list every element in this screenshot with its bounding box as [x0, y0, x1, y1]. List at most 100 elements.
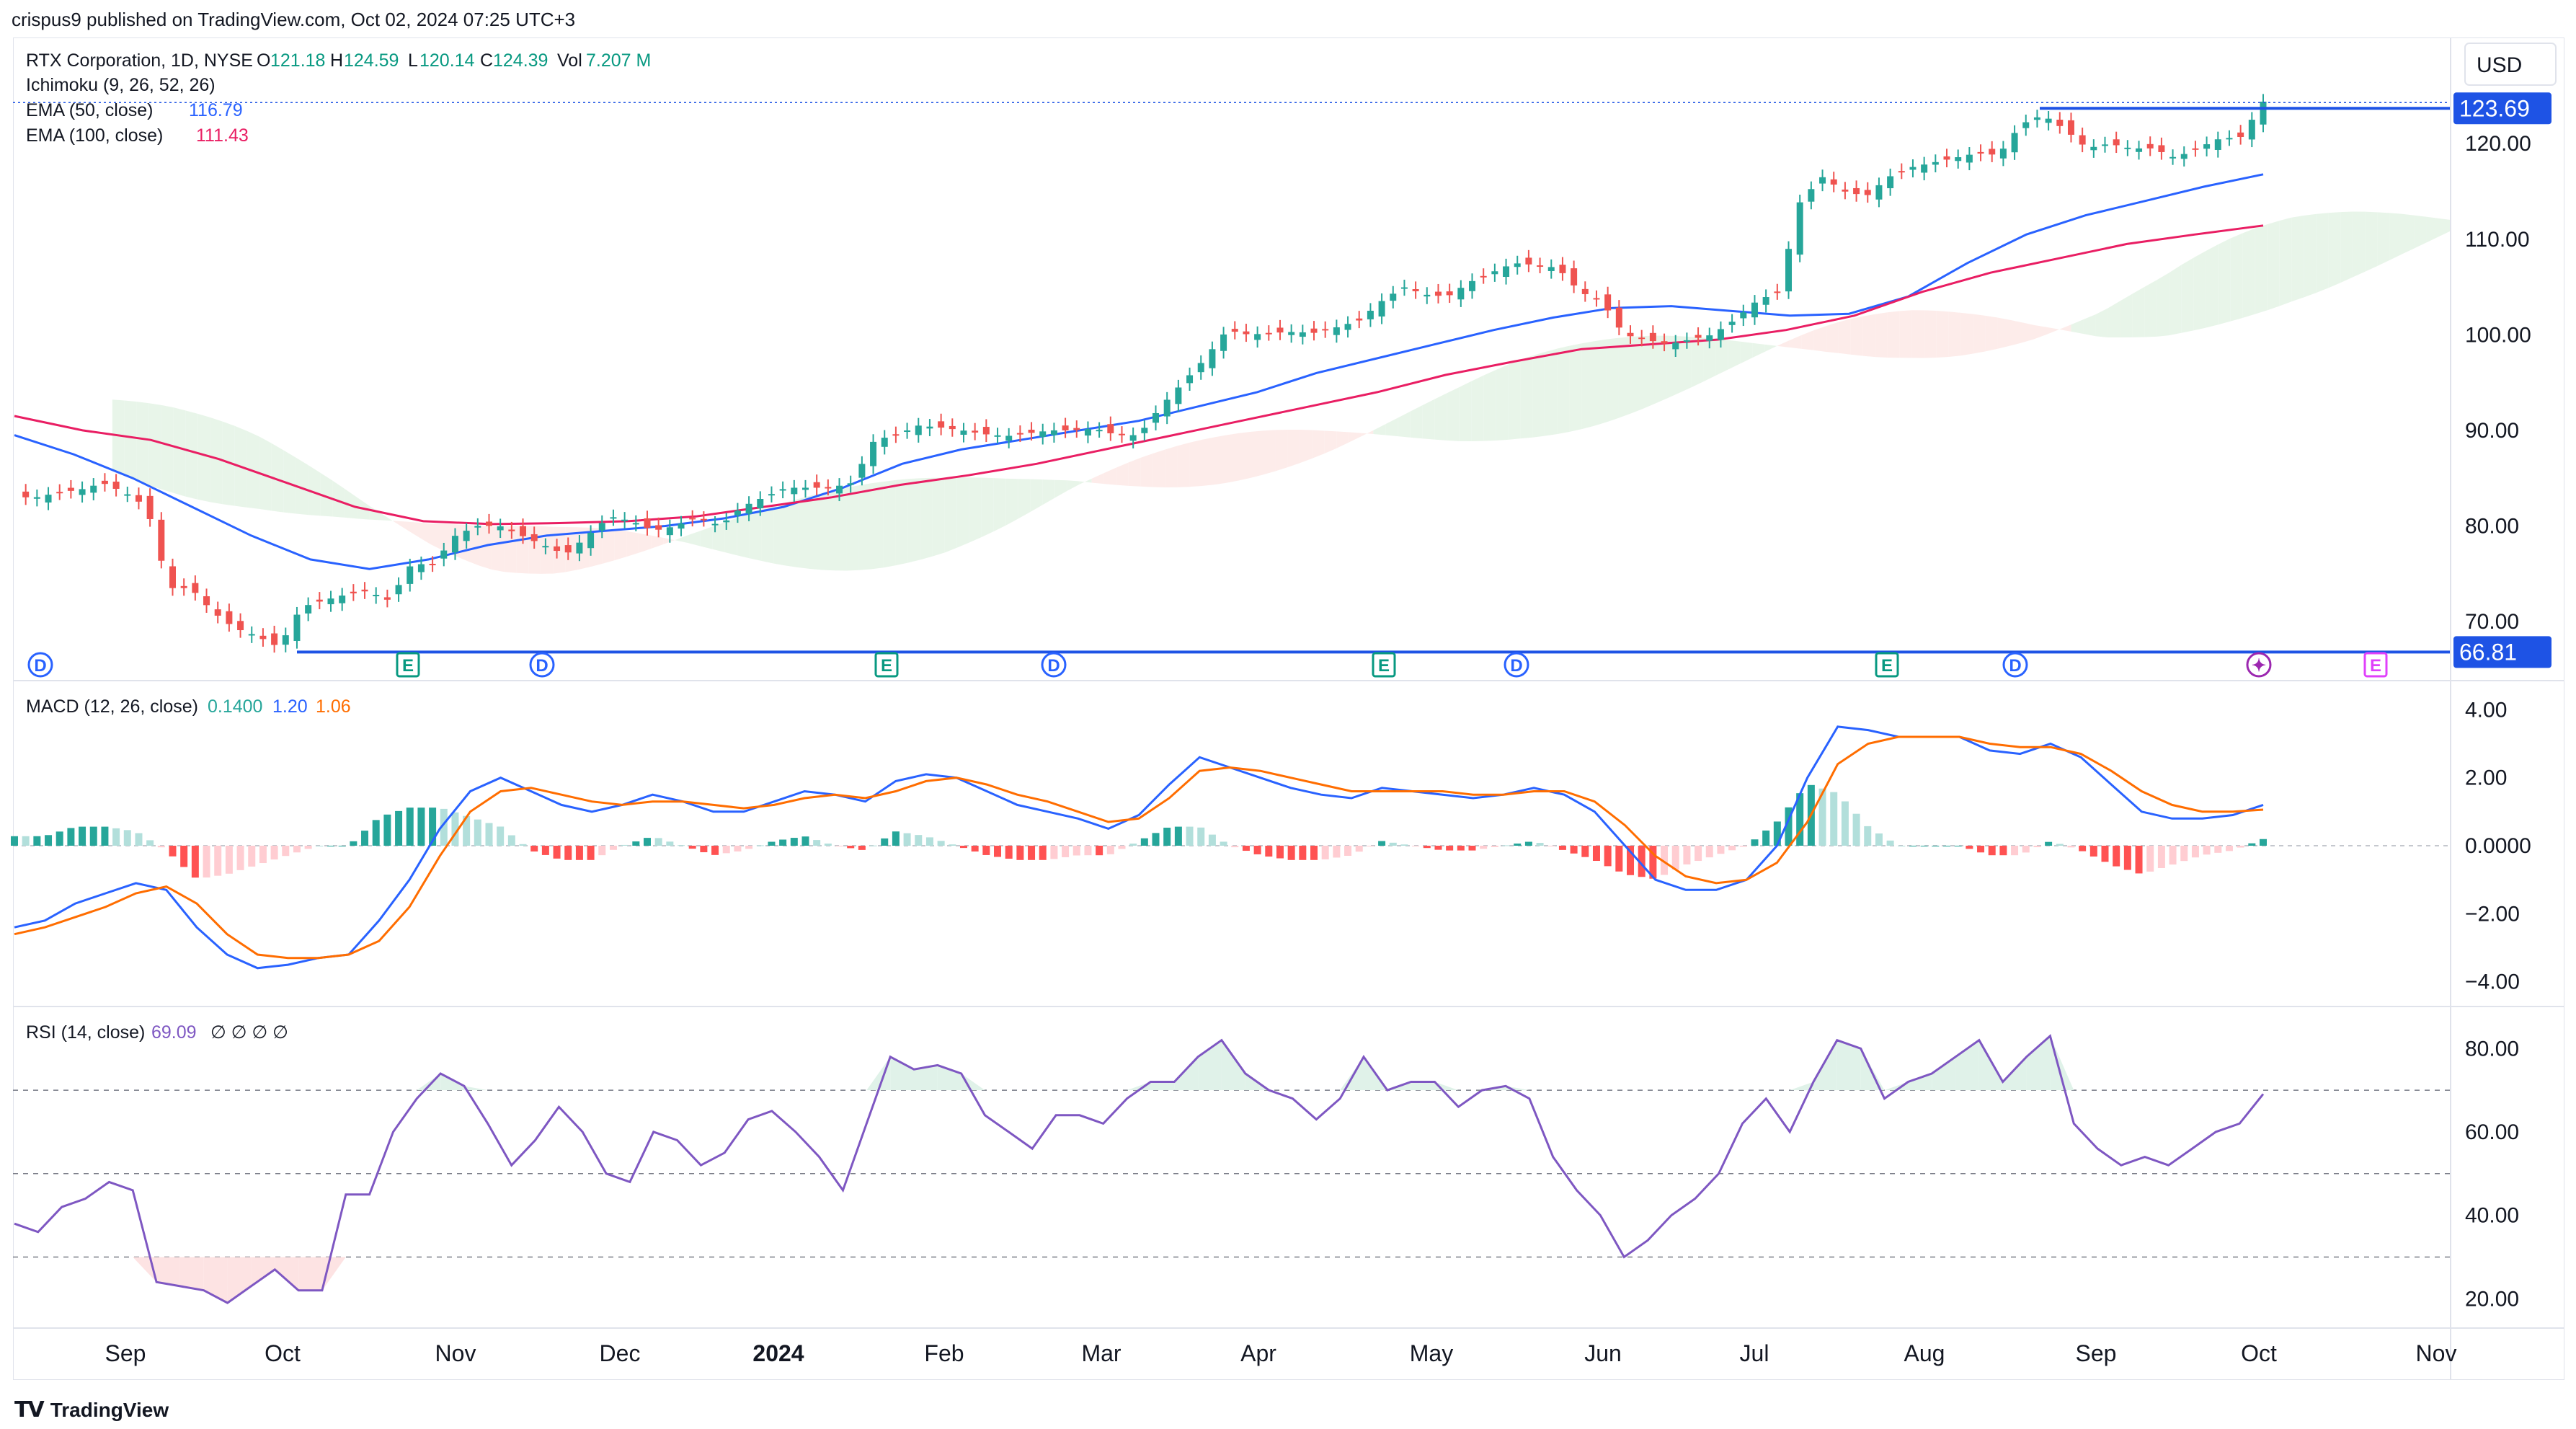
- candle-body[interactable]: [1220, 334, 1227, 351]
- candle-body[interactable]: [1774, 291, 1781, 293]
- candle-body[interactable]: [813, 482, 820, 488]
- macd-histogram-bar[interactable]: [847, 846, 855, 849]
- macd-histogram-bar[interactable]: [1751, 839, 1759, 846]
- candle-body[interactable]: [938, 421, 945, 428]
- candle-body[interactable]: [1446, 291, 1453, 296]
- macd-histogram-bar[interactable]: [666, 841, 674, 846]
- candle-body[interactable]: [1356, 318, 1363, 321]
- candle-body[interactable]: [779, 489, 786, 491]
- candle-body[interactable]: [2056, 120, 2064, 126]
- macd-histogram-bar[interactable]: [2191, 846, 2199, 858]
- macd-histogram-bar[interactable]: [1683, 846, 1691, 864]
- candle-body[interactable]: [508, 529, 515, 531]
- macd-histogram-bar[interactable]: [2113, 846, 2120, 867]
- candle-body[interactable]: [1390, 293, 1397, 301]
- candle-body[interactable]: [2158, 145, 2165, 152]
- candle-body[interactable]: [440, 550, 448, 559]
- candle-body[interactable]: [1209, 349, 1216, 368]
- macd-histogram-bar[interactable]: [123, 830, 131, 846]
- macd-histogram-bar[interactable]: [497, 826, 505, 846]
- candle-body[interactable]: [497, 526, 504, 531]
- candle-body[interactable]: [1276, 327, 1284, 333]
- macd-histogram-bar[interactable]: [89, 826, 97, 846]
- candle-body[interactable]: [1084, 429, 1091, 436]
- candle-body[interactable]: [666, 527, 673, 536]
- candle-body[interactable]: [960, 430, 967, 435]
- candle-body[interactable]: [417, 564, 425, 572]
- candle-body[interactable]: [1762, 297, 1769, 305]
- candle-body[interactable]: [463, 531, 470, 541]
- candle-body[interactable]: [2124, 147, 2131, 149]
- event-marker-earnings[interactable]: E: [396, 652, 420, 678]
- candle-body[interactable]: [1864, 190, 1871, 195]
- macd-histogram-bar[interactable]: [2045, 841, 2053, 846]
- macd-histogram-bar[interactable]: [1536, 843, 1544, 846]
- macd-histogram-bar[interactable]: [1977, 846, 1985, 853]
- macd-histogram-bar[interactable]: [1174, 826, 1182, 846]
- candle-body[interactable]: [339, 596, 346, 603]
- candle-body[interactable]: [1740, 312, 1747, 319]
- candle-body[interactable]: [982, 427, 990, 435]
- macd-histogram-bar[interactable]: [1231, 846, 1239, 848]
- candle-body[interactable]: [180, 585, 187, 588]
- candle-body[interactable]: [226, 611, 233, 624]
- macd-histogram-bar[interactable]: [1615, 846, 1623, 872]
- candle-body[interactable]: [22, 491, 30, 497]
- candle-body[interactable]: [1096, 430, 1103, 432]
- candle-body[interactable]: [598, 523, 605, 531]
- macd-histogram-bar[interactable]: [282, 846, 290, 857]
- candle-body[interactable]: [520, 526, 527, 536]
- time-axis[interactable]: Sep Oct Nov Dec 2024 Feb Mar Apr May Jun Jul Aug Sep…: [105, 1340, 2457, 1366]
- candle-body[interactable]: [1107, 424, 1114, 433]
- candle-body[interactable]: [237, 621, 244, 631]
- candle-body[interactable]: [825, 487, 832, 489]
- candle-body[interactable]: [530, 534, 538, 541]
- macd-histogram-bar[interactable]: [1039, 846, 1047, 860]
- candle-body[interactable]: [870, 441, 877, 466]
- candle-body[interactable]: [1503, 266, 1510, 278]
- event-marker-dividend[interactable]: D: [1504, 652, 1529, 678]
- candle-body[interactable]: [2180, 154, 2188, 159]
- candle-body[interactable]: [1118, 433, 1125, 435]
- macd-histogram-bar[interactable]: [949, 844, 956, 846]
- macd-histogram-bar[interactable]: [1242, 846, 1250, 851]
- macd-histogram-bar[interactable]: [2067, 846, 2075, 848]
- macd-histogram-bar[interactable]: [575, 846, 583, 860]
- macd-histogram-bar[interactable]: [1592, 846, 1600, 862]
- candle-body[interactable]: [1785, 249, 1793, 292]
- macd-histogram-bar[interactable]: [259, 846, 267, 864]
- candle-body[interactable]: [1152, 412, 1160, 423]
- macd-histogram-bar[interactable]: [1446, 846, 1454, 851]
- macd-histogram-bar[interactable]: [1581, 846, 1589, 857]
- macd-histogram-bar[interactable]: [146, 840, 154, 846]
- macd-histogram-bar[interactable]: [485, 823, 493, 846]
- candle-body[interactable]: [158, 519, 165, 561]
- macd-histogram-bar[interactable]: [1661, 846, 1669, 875]
- candle-body[interactable]: [1683, 340, 1690, 342]
- candle-body[interactable]: [56, 492, 63, 494]
- candle-body[interactable]: [1288, 332, 1295, 335]
- macd-histogram-bar[interactable]: [892, 831, 900, 846]
- macd-histogram-bar[interactable]: [1152, 833, 1160, 846]
- candle-body[interactable]: [429, 563, 436, 565]
- candle-body[interactable]: [994, 435, 1001, 437]
- macd-histogram-bar[interactable]: [1717, 846, 1725, 854]
- macd-histogram-bar[interactable]: [1208, 834, 1216, 846]
- macd-histogram-bar[interactable]: [1253, 846, 1261, 854]
- macd-histogram-bar[interactable]: [1400, 844, 1408, 846]
- macd-histogram-bar[interactable]: [440, 808, 448, 846]
- macd-histogram-bar[interactable]: [1220, 841, 1227, 846]
- ema50-line[interactable]: [14, 173, 2264, 570]
- candle-body[interactable]: [1717, 329, 1724, 340]
- macd-histogram-bar[interactable]: [1378, 841, 1386, 846]
- macd-histogram-bar[interactable]: [11, 836, 18, 846]
- macd-histogram-bar[interactable]: [700, 846, 708, 853]
- macd-histogram-bar[interactable]: [824, 844, 832, 846]
- tradingview-logo[interactable]: 𝗧𝗩 TradingView: [14, 1397, 169, 1423]
- candle-body[interactable]: [1875, 185, 1883, 200]
- macd-histogram-bar[interactable]: [451, 812, 459, 846]
- candle-body[interactable]: [1887, 176, 1894, 189]
- candle-body[interactable]: [395, 585, 402, 595]
- candle-body[interactable]: [1661, 341, 1668, 344]
- macd-histogram-bar[interactable]: [383, 814, 391, 846]
